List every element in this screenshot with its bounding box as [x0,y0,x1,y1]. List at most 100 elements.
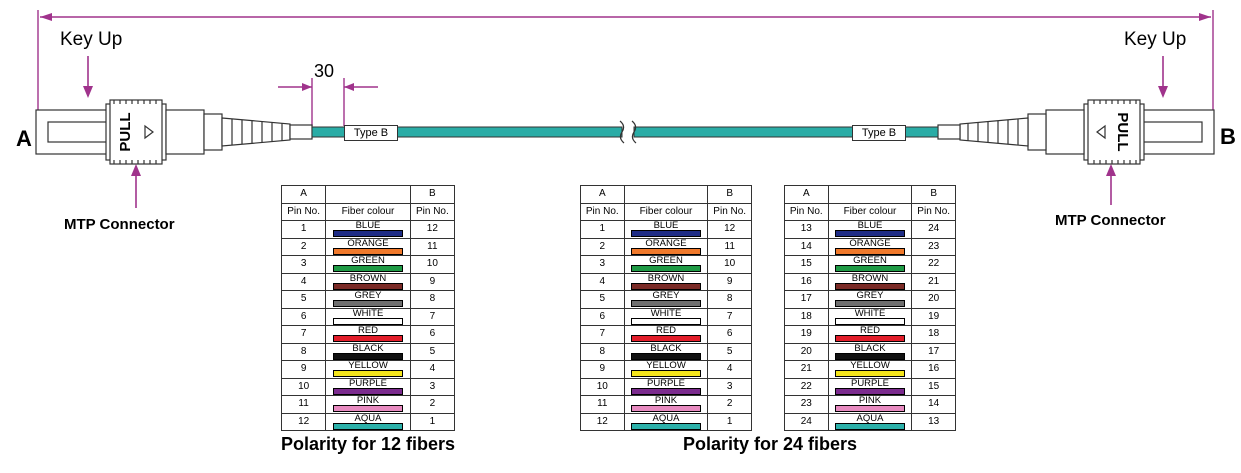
fiber-colour-swatch [332,370,403,378]
fiber-colour-swatch [630,282,701,290]
pin-a-cell: 22 [784,377,829,396]
fiber-colour-name: RED [655,325,677,337]
pin-b-cell: 24 [911,220,956,239]
table-row: 9 YELLOW 4 [280,360,456,379]
table-row: 21 YELLOW 16 [784,360,956,379]
end-b-label: B [1220,124,1236,149]
pin-a-cell: 11 [280,395,327,414]
fiber-colour-name: BLACK [854,342,886,354]
fiber-colour-cell: PINK [623,395,709,414]
caption-polarity-12: Polarity for 12 fibers [280,434,456,454]
pin-a-header: Pin No. [784,202,829,221]
column-a-header: A [580,185,625,204]
pin-b-cell: 12 [707,220,752,239]
pin-b-cell: 9 [409,272,456,291]
fiber-colour-header: Fiber colour [827,202,913,221]
table-row: 20 BLACK 17 [784,342,956,361]
table-row: 2 ORANGE 11 [580,237,752,256]
table-subheader-row: Pin No. Fiber colour Pin No. [784,202,956,221]
pin-a-cell: 4 [280,272,327,291]
pin-b-cell: 4 [409,360,456,379]
mtp-connector-left [35,99,313,165]
blank-header [325,185,411,204]
pin-a-cell: 4 [580,272,625,291]
mtp-arrow-left [131,164,141,208]
table-row: 2 ORANGE 11 [280,237,456,256]
fiber-colour-name: BROWN [851,272,889,284]
table-row: 23 PINK 14 [784,395,956,414]
pin-b-cell: 3 [707,377,752,396]
table-row: 17 GREY 20 [784,290,956,309]
fiber-colour-cell: ORANGE [827,237,913,256]
fiber-colour-swatch [630,370,701,378]
fiber-colour-name: PURPLE [850,377,889,389]
blank-header [623,185,709,204]
pin-b-cell: 10 [707,255,752,274]
table-row: 24 AQUA 13 [784,412,956,431]
fiber-colour-swatch [332,230,403,238]
fiber-colour-swatch [332,247,403,255]
mtp-connector-label-left: MTP Connector [64,216,175,233]
key-up-arrow-left [83,56,93,98]
fiber-colour-name: GREEN [853,255,887,267]
fiber-colour-name: BLUE [355,220,381,232]
fiber-colour-name: GREEN [649,255,683,267]
fiber-colour-cell: GREEN [623,255,709,274]
table-row: 7 RED 6 [280,325,456,344]
fiber-colour-cell: BLACK [325,342,411,361]
fiber-colour-name: AQUA [652,412,680,424]
pin-b-cell: 13 [911,412,956,431]
fiber-colour-name: WHITE [650,307,682,319]
pin-a-cell: 2 [580,237,625,256]
table-row: 5 GREY 8 [280,290,456,309]
overall-length-dimension [37,10,1214,120]
table-row: 4 BROWN 9 [280,272,456,291]
pin-b-cell: 23 [911,237,956,256]
pin-b-cell: 17 [911,342,956,361]
fiber-colour-swatch [630,352,701,360]
fiber-colour-cell: BLUE [325,220,411,239]
pin-a-cell: 6 [280,307,327,326]
fiber-colour-swatch [332,352,403,360]
fiber-colour-name: ORANGE [645,237,687,249]
pin-b-cell: 3 [409,377,456,396]
fiber-colour-cell: YELLOW [325,360,411,379]
fiber-colour-swatch [630,387,701,395]
mtp-connector-label-right: MTP Connector [1055,212,1166,229]
pin-b-cell: 5 [409,342,456,361]
pin-b-cell: 22 [911,255,956,274]
pin-a-cell: 3 [280,255,327,274]
fiber-colour-name: ORANGE [849,237,891,249]
pin-b-header: Pin No. [409,202,456,221]
table-subheader-row: Pin No. Fiber colour Pin No. [280,202,456,221]
fiber-colour-cell: WHITE [827,307,913,326]
fiber-colour-name: ORANGE [347,237,389,249]
fiber-colour-cell: YELLOW [623,360,709,379]
fiber-colour-swatch [630,405,701,413]
pin-b-cell: 21 [911,272,956,291]
fiber-colour-header: Fiber colour [325,202,411,221]
fiber-colour-name: YELLOW [348,360,388,372]
pin-b-cell: 9 [707,272,752,291]
pin-a-cell: 6 [580,307,625,326]
fiber-colour-name: GREY [354,290,382,302]
pin-a-cell: 14 [784,237,829,256]
fiber-colour-name: GREY [652,290,680,302]
pin-b-cell: 7 [409,307,456,326]
pin-b-cell: 7 [707,307,752,326]
column-b-header: B [707,185,752,204]
fiber-colour-cell: PINK [325,395,411,414]
mtp-connector-right [937,99,1215,165]
pin-a-header: Pin No. [280,202,327,221]
blank-header [827,185,913,204]
fiber-colour-name: PURPLE [646,377,685,389]
fiber-colour-header: Fiber colour [623,202,709,221]
fiber-colour-cell: GREY [325,290,411,309]
fiber-colour-cell: ORANGE [623,237,709,256]
pin-a-cell: 5 [280,290,327,309]
table-row: 3 GREEN 10 [280,255,456,274]
fiber-colour-swatch [834,370,905,378]
